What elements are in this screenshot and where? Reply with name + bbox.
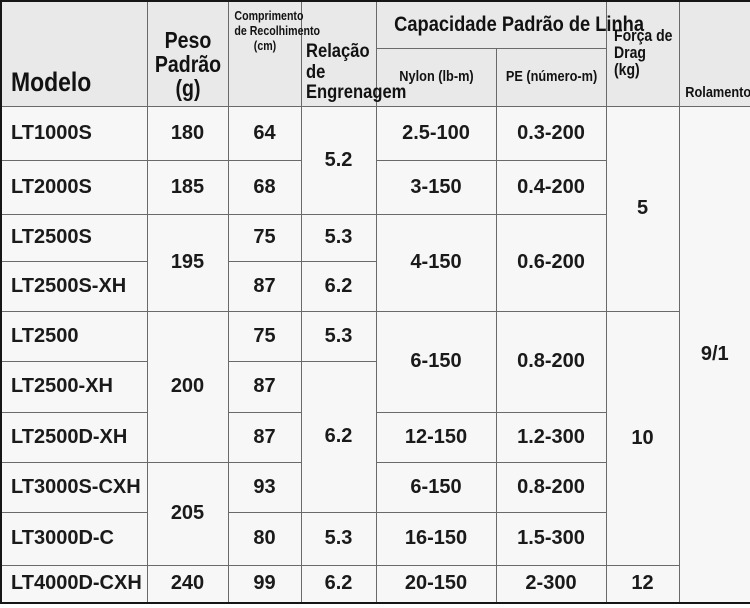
header-drag-line1: Força de [613, 26, 672, 45]
cell-weight: 180 [146, 105, 229, 161]
cell-weight: 240 [146, 564, 229, 604]
cell-weight: 185 [146, 159, 229, 215]
header-drag-line2: Drag [613, 44, 646, 63]
cell-gear: 6.2 [300, 564, 377, 604]
cell-model: LT4000D-CXH [0, 564, 148, 604]
cell-nylon: 3-150 [375, 159, 497, 215]
header-peso-line1: Peso [164, 26, 211, 53]
cell-model: LT2500-XH [0, 360, 148, 413]
cell-nylon: 4-150 [375, 213, 497, 312]
cell-pe: 0.3-200 [495, 105, 607, 161]
table-row: LT2500S 195 75 5.3 4-150 0.6-200 [0, 213, 750, 312]
cell-gear: 5.2 [300, 105, 377, 215]
cell-retrieve: 80 [227, 511, 302, 566]
cell-gear: 6.2 [300, 360, 377, 513]
table-row: LT4000D-CXH 240 99 6.2 20-150 2-300 12 [0, 564, 750, 604]
cell-model: LT2000S [0, 159, 148, 215]
table-row: LT2500S-XH 87 6.2 [0, 260, 750, 312]
header-drag-line3: (kg) [613, 61, 640, 80]
header-comprimento-line2: de Recolhimento [233, 24, 320, 38]
table-row: LT3000D-C 80 5.3 16-150 1.5-300 [0, 511, 750, 566]
cell-drag: 10 [605, 310, 680, 566]
cell-gear: 5.3 [300, 310, 377, 362]
cell-retrieve: 87 [227, 260, 302, 312]
cell-drag: 5 [605, 105, 680, 312]
cell-model: LT2500S-XH [0, 260, 148, 312]
cell-pe: 0.8-200 [495, 310, 607, 413]
header-row-1: Modelo Peso Padrão (g) Comprimento de Re… [0, 0, 750, 107]
header-forca-drag: Força de Drag (kg) [605, 0, 680, 107]
header-relacao-engrenagem: Relação de Engrenagem [300, 0, 406, 107]
header-rolamentos: Rolamentos [678, 0, 750, 107]
header-comprimento-line3: (cm) [253, 39, 276, 53]
cell-model: LT2500D-XH [0, 411, 148, 463]
cell-pe: 0.4-200 [495, 159, 607, 215]
cell-retrieve: 93 [227, 461, 302, 513]
cell-retrieve: 87 [227, 411, 302, 463]
cell-nylon: 2.5-100 [375, 105, 497, 161]
header-rolamentos-label: Rolamentos [684, 83, 750, 101]
header-pe-label: PE (número-m) [505, 68, 597, 86]
cell-pe: 2-300 [495, 564, 607, 604]
header-relacao-line1: Relação [305, 40, 370, 63]
cell-nylon: 6-150 [375, 310, 497, 413]
cell-model: LT1000S [0, 105, 148, 161]
cell-retrieve: 64 [227, 105, 302, 161]
cell-gear: 5.3 [300, 511, 377, 566]
cell-model: LT3000D-C [0, 511, 148, 566]
table-row: LT2500 200 75 5.3 6-150 0.8-200 10 [0, 310, 750, 566]
cell-model: LT2500 [0, 310, 148, 362]
header-capacidade-group: Capacidade Padrão de Linha [375, 0, 644, 49]
table-header: Modelo Peso Padrão (g) Comprimento de Re… [0, 0, 750, 107]
header-peso-line3: (g) [175, 74, 200, 101]
header-comprimento-line1: Comprimento [233, 9, 303, 23]
header-peso-line2: Padrão [154, 50, 221, 77]
header-comprimento: Comprimento de Recolhimento (cm) [227, 0, 320, 107]
header-peso-padrao: Peso Padrão (g) [146, 0, 229, 107]
cell-weight: 205 [146, 461, 229, 566]
cell-drag: 12 [605, 564, 680, 604]
table-row: LT2500D-XH 87 12-150 1.2-300 [0, 411, 750, 463]
cell-pe: 1.5-300 [495, 511, 607, 566]
header-nylon: Nylon (lb-m) [375, 47, 497, 107]
cell-gear: 6.2 [300, 260, 377, 312]
cell-retrieve: 75 [227, 213, 302, 262]
header-modelo-label: Modelo [11, 67, 92, 98]
header-relacao-line2: de [305, 60, 325, 83]
cell-weight: 195 [146, 213, 229, 312]
cell-nylon: 16-150 [375, 511, 497, 566]
cell-bearings: 9/1 [678, 105, 750, 604]
cell-retrieve: 87 [227, 360, 302, 413]
header-row-2: Nylon (lb-m) PE (número-m) [1, 47, 750, 107]
cell-nylon: 6-150 [375, 461, 497, 513]
cell-weight: 200 [146, 310, 229, 463]
cell-retrieve: 68 [227, 159, 302, 215]
cell-nylon: 12-150 [375, 411, 497, 463]
cell-pe: 0.8-200 [495, 461, 607, 513]
cell-nylon: 20-150 [375, 564, 497, 604]
table-row: LT2000S 185 68 3-150 0.4-200 [0, 159, 750, 215]
table-row: LT3000S-CXH 205 93 6-150 0.8-200 [0, 461, 750, 566]
cell-model: LT2500S [0, 213, 148, 262]
table-row: LT1000S 180 64 5.2 2.5-100 0.3-200 5 9/1 [0, 105, 750, 604]
cell-pe: 0.6-200 [495, 213, 607, 312]
header-relacao-line3: Engrenagem [305, 81, 406, 104]
header-pe: PE (número-m) [495, 47, 607, 107]
cell-gear: 5.3 [300, 213, 377, 262]
cell-retrieve: 75 [227, 310, 302, 362]
cell-model: LT3000S-CXH [0, 461, 148, 513]
header-modelo: Modelo [0, 0, 148, 107]
table-body: LT1000S 180 64 5.2 2.5-100 0.3-200 5 9/1… [0, 105, 750, 604]
header-nylon-label: Nylon (lb-m) [398, 68, 474, 86]
cell-retrieve: 99 [227, 564, 302, 604]
cell-pe: 1.2-300 [495, 411, 607, 463]
header-capacidade-label: Capacidade Padrão de Linha [393, 12, 644, 37]
